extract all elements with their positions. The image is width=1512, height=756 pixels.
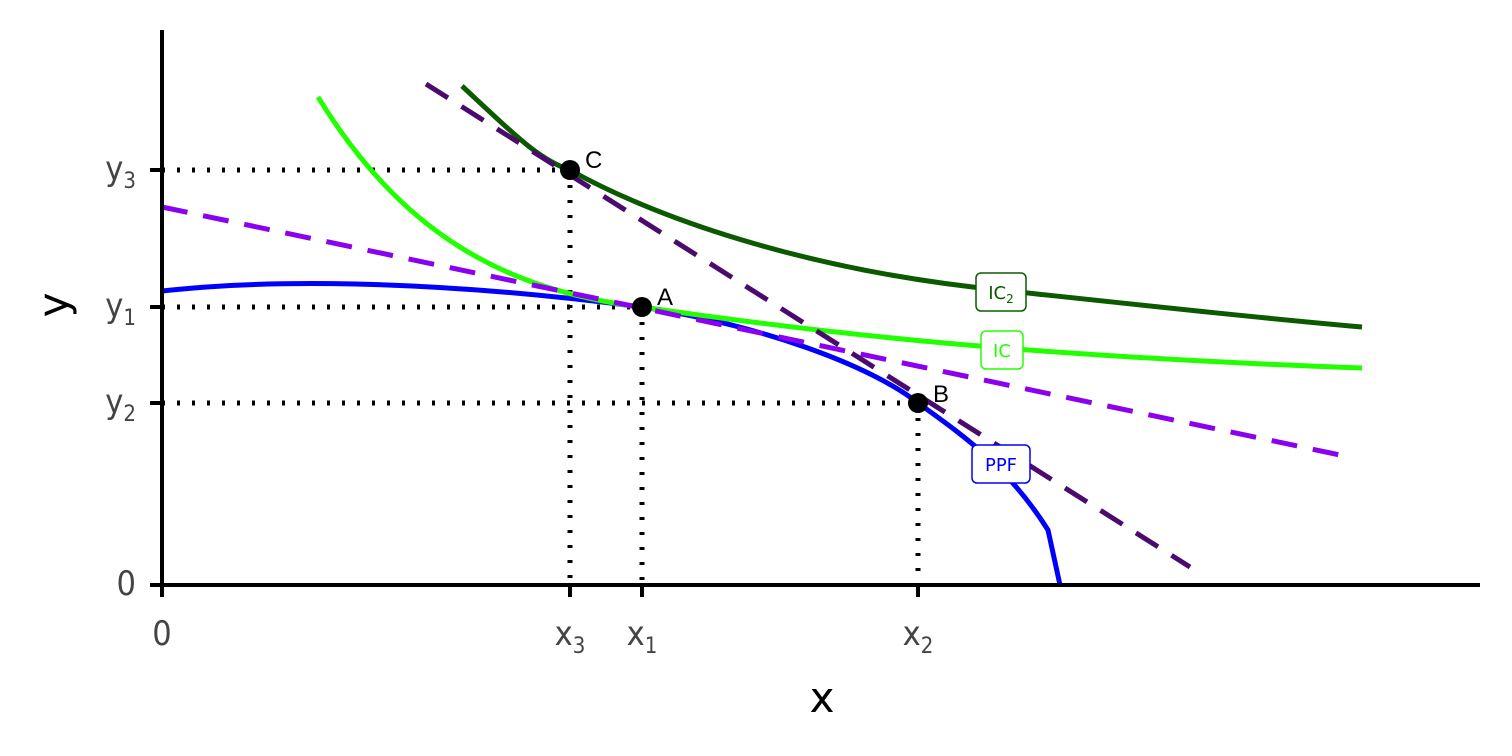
x-axis-title: x [810,673,835,722]
label-box [975,272,1027,312]
tick-sub: 1 [123,306,136,331]
curve-label: PPF [985,455,1017,476]
tick-sub: 2 [921,634,934,659]
label-text: IC [988,283,1006,304]
tick-base: x [555,614,573,654]
tick-label: y1 [105,286,136,331]
ppf-curve [161,281,1063,586]
price-line [424,81,1192,570]
ic2-curve [460,84,1363,330]
curve-label: IC2 [988,283,1014,306]
guide-lines [162,167,921,585]
tick-label: x2 [903,614,934,659]
point-a [632,297,652,317]
curve-label: IC [993,341,1011,362]
tick-sub: 3 [573,634,586,659]
tick-base: y [105,286,123,326]
point-label: A [657,284,673,311]
tick-base: 0 [117,564,136,604]
tick-base: x [627,614,645,654]
tick-label: y2 [105,382,136,427]
point-label: B [933,381,949,408]
tick-base: y [105,382,123,422]
ic-curve [315,95,1363,371]
tick-label: 0 [117,564,136,604]
guides [162,167,921,585]
tick-marks [150,168,920,597]
tick-base: x [903,614,921,654]
label-sub: 2 [1006,292,1014,306]
tick-label: x3 [555,614,586,659]
y-axis-title: y [29,293,78,318]
point-b [908,393,928,413]
tick-label: y3 [105,149,136,194]
tick-base: y [105,149,123,189]
label-box [971,444,1031,484]
tick-sub: 2 [123,402,136,427]
tick-sub: 3 [123,169,136,194]
tick-label: 0 [152,614,171,654]
tick-label: x1 [627,614,658,659]
tick-sub: 1 [645,634,658,659]
label-box [980,330,1024,370]
budget-line [161,204,1341,458]
point-c [560,160,580,180]
tick-base: 0 [152,614,171,654]
point-label: C [585,147,602,174]
